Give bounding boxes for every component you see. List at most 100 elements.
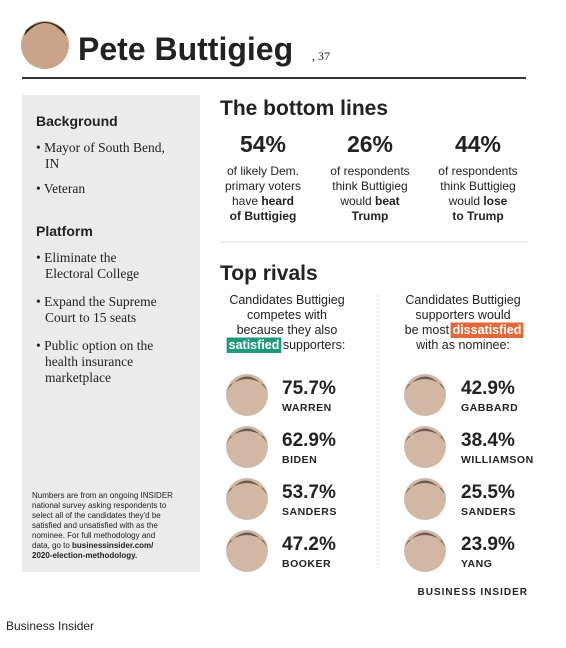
text-segment: think Buttigieg: [332, 179, 407, 193]
text-segment: to Trump: [452, 209, 503, 223]
text-line: think Buttigieg: [440, 179, 515, 193]
rival-portrait-hair: [404, 480, 446, 496]
rival-portrait-hair: [226, 428, 268, 444]
bullet-line: health insurance: [45, 354, 133, 369]
text-line: with as nominee:: [415, 338, 510, 352]
rival-pct: 53.7%: [282, 482, 336, 503]
rival-name: BOOKER: [282, 558, 331, 570]
sidebar-panel: [22, 95, 200, 572]
text-segment: competes with: [247, 308, 327, 322]
text-line: would beat: [339, 194, 399, 208]
name-title: Pete Buttigieg: [78, 31, 293, 67]
text-line: of respondents: [438, 164, 517, 178]
rival-portrait: [226, 478, 268, 520]
rival-portrait: [404, 530, 446, 572]
rival-portrait: [404, 426, 446, 468]
rival-portrait-hair: [226, 480, 268, 496]
text-line: have heard: [232, 194, 294, 208]
text-line: nominee. For full methodology and: [32, 531, 155, 540]
text-line: Candidates Buttigieg: [405, 293, 520, 307]
stat-value: 26%: [347, 131, 393, 157]
rival-portrait-hair: [404, 376, 446, 392]
text-segment: of respondents: [438, 164, 517, 178]
section-title: Top rivals: [220, 262, 318, 285]
text-segment: be most: [405, 323, 453, 337]
text-line: of respondents: [330, 164, 409, 178]
rival-portrait-hair: [404, 428, 446, 444]
text-line: satisfied and unsatisfied with as the: [32, 521, 158, 530]
rival-portrait: [226, 374, 268, 416]
text-segment: heard: [261, 194, 294, 208]
text-line: competes with: [247, 308, 327, 322]
bullet-line: • Public option on the: [36, 338, 153, 353]
bullet-line: marketplace: [45, 370, 111, 385]
rival-name: SANDERS: [282, 506, 337, 518]
text-segment: think Buttigieg: [440, 179, 515, 193]
text-line: data, go to businessinsider.com/: [32, 541, 154, 550]
text-line: be most dissatisfied: [405, 323, 522, 337]
rival-pct: 38.4%: [461, 430, 515, 451]
rival-portrait: [226, 530, 268, 572]
text-segment: with as nominee:: [415, 338, 510, 352]
text-segment: Candidates Buttigieg: [229, 293, 344, 307]
text-segment: lose: [483, 194, 507, 208]
rival-pct: 47.2%: [282, 534, 336, 555]
highlight: [226, 337, 282, 353]
sidebar-heading: Background: [36, 113, 118, 129]
text-segment: because they also: [237, 323, 338, 337]
rival-pct: 23.9%: [461, 534, 515, 555]
rival-portrait: [404, 478, 446, 520]
text-line: to Trump: [452, 209, 503, 223]
bullet-line: • Eliminate the: [36, 250, 116, 265]
rival-name: WILLIAMSON: [461, 454, 534, 466]
rival-name: YANG: [461, 558, 492, 570]
portrait: [21, 21, 69, 69]
text-line: think Buttigieg: [332, 179, 407, 193]
text-segment: of Buttigieg: [230, 209, 297, 223]
age: , 37: [312, 49, 330, 63]
rival-pct: 25.5%: [461, 482, 515, 503]
rival-portrait-hair: [404, 532, 446, 548]
text-segment: supporters would: [415, 308, 510, 322]
text-line: because they also: [237, 323, 338, 337]
text-segment: nominee. For full methodology and: [32, 531, 155, 540]
text-line: 2020-election-methodology.: [32, 551, 137, 560]
rival-pct: 75.7%: [282, 378, 336, 399]
text-segment: select all of the candidates they'd be: [32, 511, 161, 520]
text-segment: primary voters: [225, 179, 301, 193]
text-segment: satisfied and unsatisfied with as the: [32, 521, 158, 530]
text-segment: dissatisfied: [453, 323, 522, 337]
text-line: would lose: [448, 194, 508, 208]
text-line: primary voters: [225, 179, 301, 193]
text-segment: national survey asking respondents to: [32, 501, 167, 510]
text-line: supporters would: [415, 308, 510, 322]
stat-value: 54%: [240, 131, 286, 157]
text-line: select all of the candidates they'd be: [32, 511, 161, 520]
rival-portrait: [404, 374, 446, 416]
text-segment: businessinsider.com/: [72, 541, 154, 550]
text-segment: 2020-election-methodology.: [32, 551, 137, 560]
sidebar-heading: Platform: [36, 223, 93, 239]
rival-name: SANDERS: [461, 506, 516, 518]
text-segment: would: [339, 194, 375, 208]
text-line: Candidates Buttigieg: [229, 293, 344, 307]
text-segment: supporters:: [279, 338, 345, 352]
text-segment: data, go to: [32, 541, 72, 550]
text-segment: satisfied: [229, 338, 280, 352]
text-line: of likely Dem.: [227, 164, 299, 178]
rival-portrait-hair: [226, 532, 268, 548]
rival-name: GABBARD: [461, 402, 518, 414]
text-line: satisfied supporters:: [229, 338, 346, 352]
rival-name: WARREN: [282, 402, 332, 414]
text-line: national survey asking respondents to: [32, 501, 167, 510]
rival-pct: 42.9%: [461, 378, 515, 399]
bullet-line: • Expand the Supreme: [36, 294, 157, 309]
text-segment: Trump: [352, 209, 389, 223]
rival-name: BIDEN: [282, 454, 317, 466]
bullet-line: • Mayor of South Bend,: [36, 140, 165, 155]
bullet-line: Electoral College: [45, 266, 139, 281]
bullet-line: • Veteran: [36, 181, 85, 196]
brand: BUSINESS INSIDER: [418, 587, 528, 598]
text-line: Trump: [352, 209, 389, 223]
